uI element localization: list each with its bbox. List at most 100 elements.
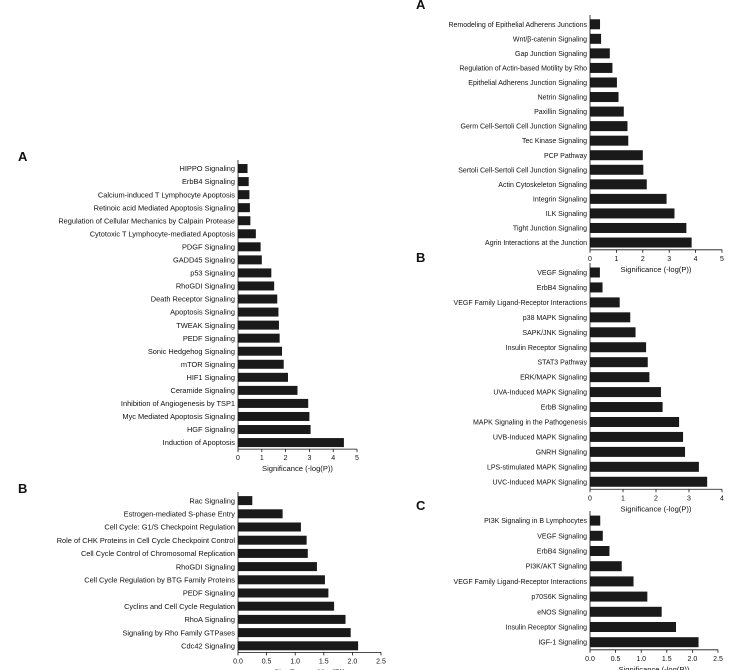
x-tick-label: 0 [236, 455, 240, 462]
category-label: Actin Cytoskeleton Signaling [498, 182, 587, 189]
bar [238, 641, 359, 651]
bar [590, 62, 613, 73]
bar [238, 216, 251, 226]
panel-label: B [18, 481, 27, 496]
category-label: ERK/MAPK Signaling [520, 375, 587, 382]
bar [238, 425, 311, 435]
category-label: GADD45 Signaling [173, 256, 235, 265]
category-label: Retinoic acid Mediated Apoptosis Signali… [94, 203, 235, 212]
x-axis-title: Significance (-log(P)) [621, 265, 692, 274]
category-label: Epithelial Adherens Junction Signaling [468, 80, 587, 87]
category-label: Netrin Signaling [538, 95, 588, 102]
x-tick-label: 0.0 [585, 656, 595, 663]
category-label: Regulation of Cellular Mechanics by Calp… [58, 216, 235, 225]
x-tick-label: 5 [720, 256, 724, 263]
category-label: Cell Cycle Regulation by BTG Family Prot… [84, 575, 235, 584]
bar [238, 438, 344, 448]
bar [590, 48, 610, 59]
bar [590, 19, 601, 30]
bar [238, 203, 250, 213]
bar [590, 530, 603, 541]
bar [238, 385, 298, 395]
x-tick-label: 2.0 [688, 656, 698, 663]
panel-label: C [416, 498, 426, 513]
category-label: UVB-Induced MAPK Signaling [493, 434, 587, 441]
x-axis-title: Significance (-log(P)) [621, 504, 692, 513]
panel-label: A [18, 149, 28, 164]
bar [590, 121, 628, 132]
chart-panel-1: A HIPPO Signaling ErbB4 Signaling Calcium-i… [18, 149, 359, 473]
category-label: Insulin Receptor Signaling [506, 625, 587, 632]
bar [238, 628, 351, 638]
bar [590, 342, 647, 353]
category-label: PEDF Signaling [183, 589, 235, 598]
category-label: UVC-Induced MAPK Signaling [492, 479, 587, 486]
x-tick-label: 1.5 [662, 656, 672, 663]
x-tick-label: 2.0 [348, 658, 358, 665]
category-label: Apoptosis Signaling [170, 308, 235, 317]
bar [590, 208, 675, 219]
category-label: Sertoli Cell-Sertoli Cell Junction Signa… [458, 167, 587, 174]
bar [590, 416, 680, 427]
bar [238, 562, 317, 572]
x-tick-label: 3 [687, 495, 691, 502]
category-label: Role of CHK Proteins in Cell Cycle Check… [57, 536, 236, 545]
bar [590, 193, 667, 204]
bar [590, 515, 601, 526]
category-label: STAT3 Pathway [537, 360, 587, 367]
x-axis-title: Significance (-log(P)) [262, 464, 333, 473]
bar [590, 372, 650, 383]
bar [238, 372, 288, 382]
bar [590, 164, 644, 175]
x-tick-label: 3 [307, 455, 311, 462]
category-label: PI3K/AKT Signaling [526, 564, 587, 571]
bar [590, 606, 662, 617]
category-label: p53 Signaling [190, 269, 235, 278]
category-label: Inhibition of Angiogenesis by TSP1 [121, 399, 235, 408]
category-label: ErbB4 Signaling [182, 177, 235, 186]
category-label: Tec Kinase Signaling [522, 138, 587, 145]
bar [590, 461, 699, 472]
category-label: ILK Signaling [546, 211, 587, 218]
category-label: Germ Cell-Sertoli Cell Junction Signalin… [461, 124, 588, 131]
x-tick-label: 2.5 [713, 656, 723, 663]
bar [238, 398, 309, 408]
bar [590, 222, 687, 233]
chart-panel-3: A Remodeling of Epithelial Adherens Junct… [416, 0, 724, 274]
bar [590, 637, 699, 648]
bar [238, 281, 275, 291]
category-label: ErbB4 Signaling [537, 549, 587, 556]
bar [238, 242, 261, 252]
category-label: VEGF Signaling [537, 533, 587, 540]
bar [238, 255, 262, 265]
bar [590, 106, 624, 117]
bar [238, 411, 310, 421]
chart-panel-2: B Rac Signaling Estrogen-mediated S-phase … [18, 481, 386, 670]
x-tick-label: 0 [588, 495, 592, 502]
x-tick-label: 0.5 [262, 658, 272, 665]
category-label: Cell Cycle: G1/S Checkpoint Regulation [104, 523, 235, 532]
x-tick-label: 1.0 [636, 656, 646, 663]
x-tick-label: 0.5 [611, 656, 621, 663]
category-label: SAPK/JNK Signaling [522, 330, 587, 337]
x-tick-label: 1.0 [290, 658, 300, 665]
category-label: TWEAK Signaling [176, 321, 235, 330]
category-label: LPS-stimulated MAPK Signaling [487, 464, 587, 471]
category-label: Gap Junction Signaling [515, 51, 587, 58]
bar [238, 614, 346, 624]
category-label: RhoGDI Signaling [176, 282, 235, 291]
category-label: IGF-1 Signaling [538, 640, 587, 647]
category-label: UVA-Induced MAPK Signaling [493, 390, 587, 397]
x-tick-label: 4 [720, 495, 724, 502]
category-label: Sonic Hedgehog Signaling [148, 347, 235, 356]
category-label: eNOS Signaling [537, 609, 587, 616]
bar [238, 346, 283, 356]
x-axis-title: Significance (-log(P)) [274, 667, 345, 670]
bar [590, 402, 663, 413]
x-tick-label: 2 [284, 455, 288, 462]
x-tick-label: 0.0 [233, 658, 243, 665]
bar [590, 237, 692, 248]
bar [590, 622, 677, 632]
x-tick-label: 4 [331, 455, 335, 462]
bar [590, 546, 610, 556]
